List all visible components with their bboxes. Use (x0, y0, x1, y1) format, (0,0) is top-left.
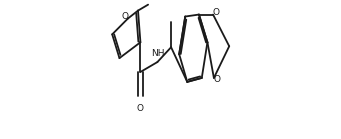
Text: O: O (213, 8, 220, 17)
Text: NH: NH (151, 49, 164, 58)
Text: O: O (137, 104, 144, 113)
Text: O: O (121, 12, 128, 21)
Text: O: O (213, 75, 221, 84)
